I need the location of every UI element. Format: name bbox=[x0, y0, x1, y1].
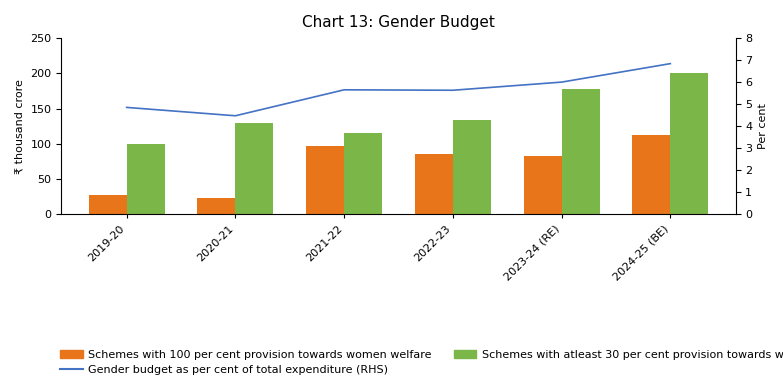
Bar bbox=[197, 198, 236, 214]
Bar bbox=[561, 89, 600, 214]
Bar bbox=[88, 195, 127, 214]
Legend: Schemes with 100 per cent provision towards women welfare, Gender budget as per : Schemes with 100 per cent provision towa… bbox=[60, 350, 783, 375]
Bar bbox=[306, 146, 345, 214]
Y-axis label: Per cent: Per cent bbox=[758, 103, 768, 149]
Y-axis label: ₹ thousand crore: ₹ thousand crore bbox=[15, 78, 25, 174]
Bar bbox=[633, 134, 670, 214]
Bar bbox=[345, 133, 382, 214]
Bar bbox=[415, 154, 453, 214]
Bar bbox=[127, 144, 164, 214]
Bar bbox=[524, 156, 561, 214]
Bar bbox=[453, 120, 491, 214]
Bar bbox=[670, 73, 709, 214]
Bar bbox=[236, 123, 273, 214]
Title: Chart 13: Gender Budget: Chart 13: Gender Budget bbox=[302, 15, 495, 30]
